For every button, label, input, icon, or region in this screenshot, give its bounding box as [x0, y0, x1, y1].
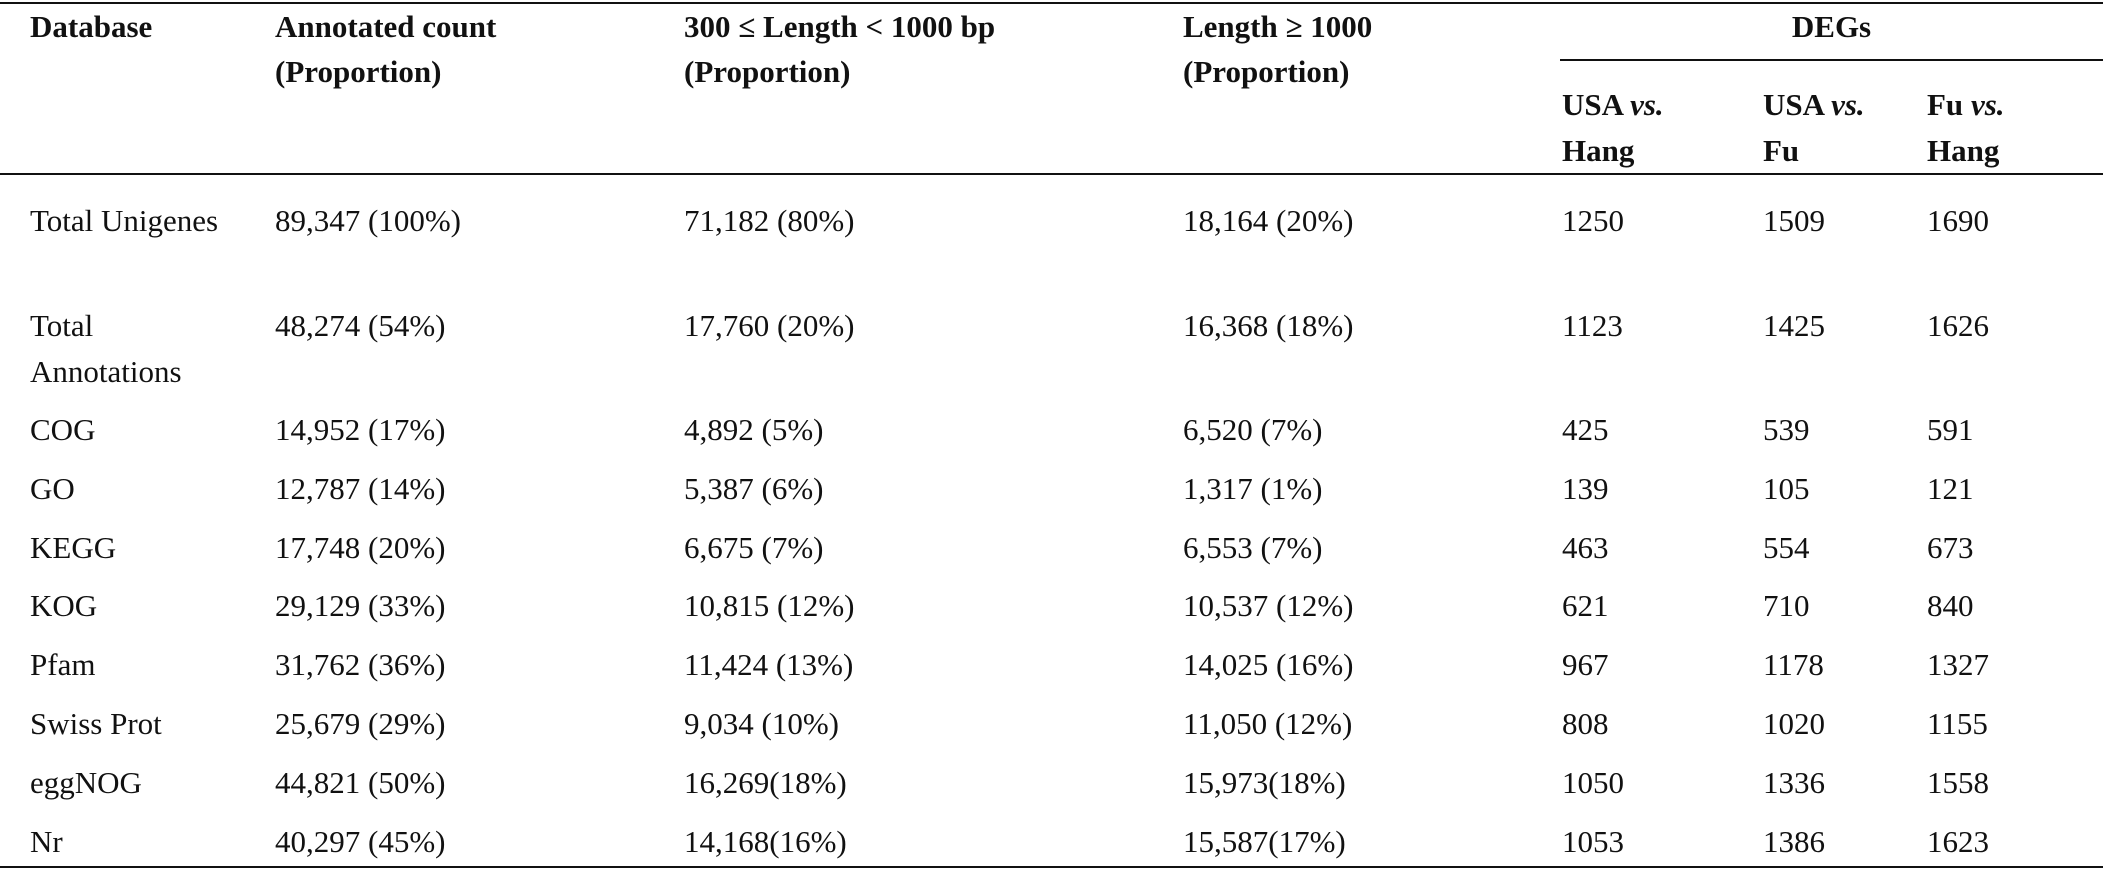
table-cell: 18,164 (20%)	[1183, 203, 1354, 238]
table-cell: 11,424 (13%)	[684, 647, 854, 682]
table-cell: 1386	[1763, 824, 1825, 859]
table-cell: 539	[1763, 412, 1810, 447]
table-cell: 139	[1562, 471, 1609, 506]
table-cell: 1050	[1562, 765, 1624, 800]
subheader-text: USA	[1562, 87, 1623, 122]
subheader-text: Fu	[1763, 133, 1800, 168]
table-cell: 6,675 (7%)	[684, 530, 824, 565]
table-cell: 105	[1763, 471, 1810, 506]
table-cell: 463	[1562, 530, 1609, 565]
group-header: DEGs	[1791, 9, 1872, 44]
table-cell: 14,025 (16%)	[1183, 647, 1354, 682]
subheader-text: USA	[1763, 87, 1824, 122]
row-label: KEGG	[30, 530, 117, 565]
header-cell: 300 ≤ Length < 1000 bp	[684, 9, 996, 44]
table-cell: 5,387 (6%)	[684, 471, 824, 506]
header-cell: Annotated count	[275, 9, 497, 44]
header-cell: (Proportion)	[1183, 54, 1350, 89]
table-cell: 15,973(18%)	[1183, 765, 1346, 800]
table-cell: 44,821 (50%)	[275, 765, 446, 800]
table-cell: 1558	[1927, 765, 1989, 800]
subheader-text: Hang	[1927, 133, 2000, 168]
table-cell: 1178	[1763, 647, 1824, 682]
table-cell: 48,274 (54%)	[275, 308, 446, 343]
row-label: Pfam	[30, 647, 96, 682]
header-cell: (Proportion)	[275, 54, 442, 89]
subheader-text: Hang	[1562, 133, 1635, 168]
row-label: GO	[30, 471, 75, 506]
table-cell: 16,269(18%)	[684, 765, 847, 800]
row-label: Swiss Prot	[30, 706, 162, 741]
subheader-vs: vs.	[1831, 87, 1865, 122]
table-cell: 1020	[1763, 706, 1825, 741]
table-cell: 6,553 (7%)	[1183, 530, 1323, 565]
top-rule	[0, 2, 2103, 4]
table-cell: 840	[1927, 588, 1974, 623]
table-cell: 17,760 (20%)	[684, 308, 855, 343]
row-label: Total Unigenes	[30, 203, 219, 238]
table-cell: 11,050 (12%)	[1183, 706, 1353, 741]
header-cell: (Proportion)	[684, 54, 851, 89]
table-cell: 16,368 (18%)	[1183, 308, 1354, 343]
table-cell: 967	[1562, 647, 1609, 682]
row-label: COG	[30, 412, 96, 447]
table-cell: 1327	[1927, 647, 1989, 682]
subheader-cell: Fu vs. Hang	[1927, 82, 2005, 174]
table-cell: 1509	[1763, 203, 1825, 238]
row-label: Total Annotations	[30, 308, 182, 389]
table-cell: 40,297 (45%)	[275, 824, 446, 859]
table-cell: 9,034 (10%)	[684, 706, 839, 741]
table-cell: 1123	[1562, 308, 1623, 343]
table-cell: 1425	[1763, 308, 1825, 343]
table-cell: 1,317 (1%)	[1183, 471, 1323, 506]
subheader-cell: USA vs. Hang	[1562, 82, 1664, 174]
group-rule	[1560, 59, 2103, 61]
table-cell: 6,520 (7%)	[1183, 412, 1323, 447]
table-cell: 621	[1562, 588, 1609, 623]
subheader-vs: vs.	[1970, 87, 2005, 122]
row-label: eggNOG	[30, 765, 142, 800]
header-cell: Length ≥ 1000	[1183, 9, 1373, 44]
table-cell: 1336	[1763, 765, 1825, 800]
table-cell: 1690	[1927, 203, 1989, 238]
table-cell: 1053	[1562, 824, 1624, 859]
table-cell: 710	[1763, 588, 1810, 623]
table-cell: 12,787 (14%)	[275, 471, 446, 506]
header-cell: Database	[30, 9, 153, 44]
table-cell: 1626	[1927, 308, 1989, 343]
table-cell: 10,537 (12%)	[1183, 588, 1354, 623]
table-cell: 425	[1562, 412, 1609, 447]
table-cell: 71,182 (80%)	[684, 203, 855, 238]
table-cell: 14,168(16%)	[684, 824, 847, 859]
table-cell: 591	[1927, 412, 1974, 447]
row-label: KOG	[30, 588, 98, 623]
table-cell: 17,748 (20%)	[275, 530, 446, 565]
table-cell: 10,815 (12%)	[684, 588, 855, 623]
table-cell: 673	[1927, 530, 1974, 565]
table-cell: 1155	[1927, 706, 1988, 741]
table-cell: 554	[1763, 530, 1810, 565]
table-cell: 1623	[1927, 824, 1989, 859]
table-cell: 4,892 (5%)	[684, 412, 824, 447]
table-cell: 15,587(17%)	[1183, 824, 1346, 859]
bottom-rule	[0, 866, 2103, 868]
table-cell: 29,129 (33%)	[275, 588, 446, 623]
table-cell: 25,679 (29%)	[275, 706, 446, 741]
row-label: Nr	[30, 824, 63, 859]
table-cell: 121	[1927, 471, 1974, 506]
table-cell: 808	[1562, 706, 1609, 741]
table-cell: 89,347 (100%)	[275, 203, 461, 238]
table-cell: 31,762 (36%)	[275, 647, 446, 682]
subheader-text: Fu	[1927, 87, 1964, 122]
table-cell: 1250	[1562, 203, 1624, 238]
header-rule	[0, 173, 2103, 175]
subheader-vs: vs.	[1630, 87, 1664, 122]
table-cell: 14,952 (17%)	[275, 412, 446, 447]
subheader-cell: USA vs. Fu	[1763, 82, 1865, 174]
